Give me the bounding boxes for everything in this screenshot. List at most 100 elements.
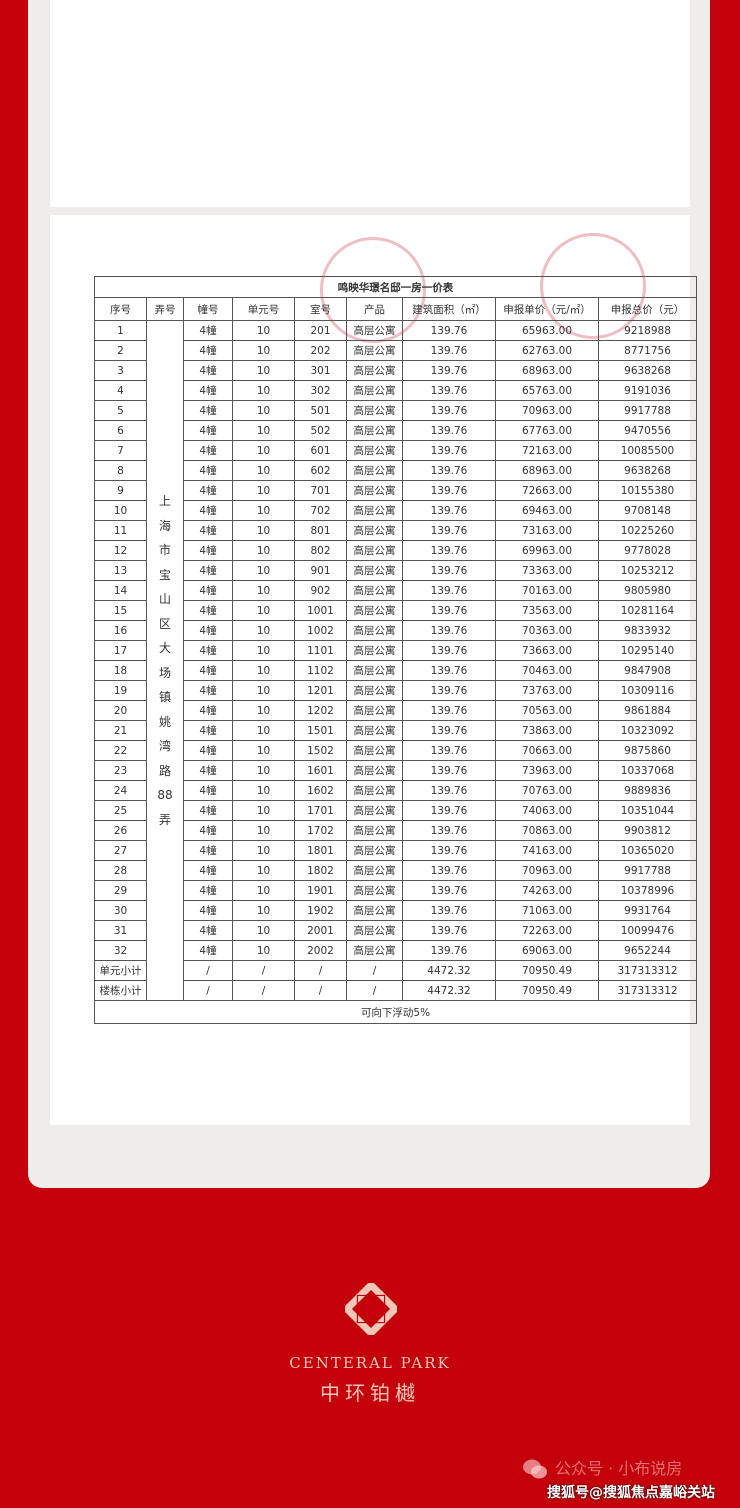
table-cell: 70363.00 [495,620,599,641]
subtotal-label: 单元小计 [94,960,147,981]
table-cell: 10 [232,460,295,481]
table-cell: 9889836 [597,780,698,801]
table-cell: 1501 [294,720,347,741]
address-char: 宝 [158,567,171,582]
table-row: 26 4幢 10 1702 高层公寓 139.76 70863.00 9903812 [94,820,698,841]
table-cell: 1702 [294,820,347,841]
table-row: 8 4幢 10 602 高层公寓 139.76 68963.00 9638268 [94,460,698,481]
table-cell: 4幢 [183,440,233,461]
table-cell: 10225260 [597,520,698,541]
table-cell: / [232,980,295,1001]
table-cell: 73163.00 [495,520,599,541]
row-number: 17 [94,640,147,661]
table-cell: 10 [232,340,295,361]
table-cell: 1701 [294,800,347,821]
column-header: 单元号 [232,297,295,321]
table-row: 29 4幢 10 1901 高层公寓 139.76 74263.00 10378996 [94,880,698,901]
column-header: 序号 [94,297,147,321]
table-cell: 10309116 [597,680,698,701]
table-cell: 139.76 [402,500,496,521]
table-cell: 10 [232,940,295,961]
table-cell: 10 [232,580,295,601]
table-cell: 9917788 [597,860,698,881]
table-cell: 高层公寓 [346,440,403,461]
table-cell: 69463.00 [495,500,599,521]
table-cell: 高层公寓 [346,580,403,601]
table-cell: 高层公寓 [346,740,403,761]
column-header: 室号 [294,297,347,321]
table-cell: 4幢 [183,840,233,861]
table-cell: 10099476 [597,920,698,941]
table-cell: 73663.00 [495,640,599,661]
row-number: 29 [94,880,147,901]
table-cell: 70950.49 [495,980,599,1001]
table-cell: 9638268 [597,460,698,481]
table-row: 4 4幢 10 302 高层公寓 139.76 65763.00 9191036 [94,380,698,401]
table-row: 7 4幢 10 601 高层公寓 139.76 72163.00 10085500 [94,440,698,461]
table-cell: 9218988 [597,320,698,341]
row-number: 5 [94,400,147,421]
table-cell: 72263.00 [495,920,599,941]
blank-page-panel [50,0,690,207]
table-cell: 高层公寓 [346,860,403,881]
address-char: 场 [158,665,171,680]
table-cell: 139.76 [402,440,496,461]
row-number: 23 [94,760,147,781]
table-cell: 70863.00 [495,820,599,841]
row-number: 12 [94,540,147,561]
wechat-icon [523,1459,547,1479]
table-cell: 802 [294,540,347,561]
table-cell: 10 [232,420,295,441]
table-cell: 1801 [294,840,347,861]
table-cell: 70950.49 [495,960,599,981]
table-cell: 10295140 [597,640,698,661]
table-cell: 4幢 [183,540,233,561]
table-cell: 10378996 [597,880,698,901]
table-cell: 4472.32 [402,960,496,981]
table-cell: 139.76 [402,920,496,941]
table-cell: 139.76 [402,420,496,441]
table-cell: 4幢 [183,820,233,841]
row-number: 8 [94,460,147,481]
table-cell: 高层公寓 [346,640,403,661]
table-cell: 高层公寓 [346,680,403,701]
table-cell: 10 [232,860,295,881]
table-cell: 高层公寓 [346,840,403,861]
table-cell: 10323092 [597,720,698,741]
table-cell: 1201 [294,680,347,701]
table-cell: 9778028 [597,540,698,561]
table-cell: 1002 [294,620,347,641]
table-cell: / [294,960,347,981]
table-row: 27 4幢 10 1801 高层公寓 139.76 74163.00 10365020 [94,840,698,861]
table-cell: 10 [232,660,295,681]
table-cell: 65763.00 [495,380,599,401]
table-row: 16 4幢 10 1002 高层公寓 139.76 70363.00 9833932 [94,620,698,641]
table-cell: 302 [294,380,347,401]
brand-chinese-name: 中环铂樾 [320,1381,420,1405]
table-cell: 74063.00 [495,800,599,821]
table-cell: 10281164 [597,600,698,621]
table-row: 17 4幢 10 1101 高层公寓 139.76 73663.00 10295140 [94,640,698,661]
table-cell: 9861884 [597,700,698,721]
row-number: 25 [94,800,147,821]
table-cell: 4幢 [183,720,233,741]
table-cell: 4幢 [183,460,233,481]
table-row: 9 4幢 10 701 高层公寓 139.76 72663.00 10155380 [94,480,698,501]
table-row: 22 4幢 10 1502 高层公寓 139.76 70663.00 9875860 [94,740,698,761]
table-cell: 4幢 [183,660,233,681]
table-cell: 62763.00 [495,340,599,361]
table-cell: 202 [294,340,347,361]
table-note: 可向下浮动5% [93,1000,698,1024]
table-cell: 8771756 [597,340,698,361]
table-cell: 10 [232,520,295,541]
table-cell: 高层公寓 [346,820,403,841]
table-cell: 高层公寓 [346,600,403,621]
table-cell: 10 [232,840,295,861]
table-cell: 602 [294,460,347,481]
table-cell: 10351044 [597,800,698,821]
table-cell: 4幢 [183,500,233,521]
table-cell: 73563.00 [495,600,599,621]
table-cell: 702 [294,500,347,521]
table-cell: 801 [294,520,347,541]
table-cell: 701 [294,480,347,501]
